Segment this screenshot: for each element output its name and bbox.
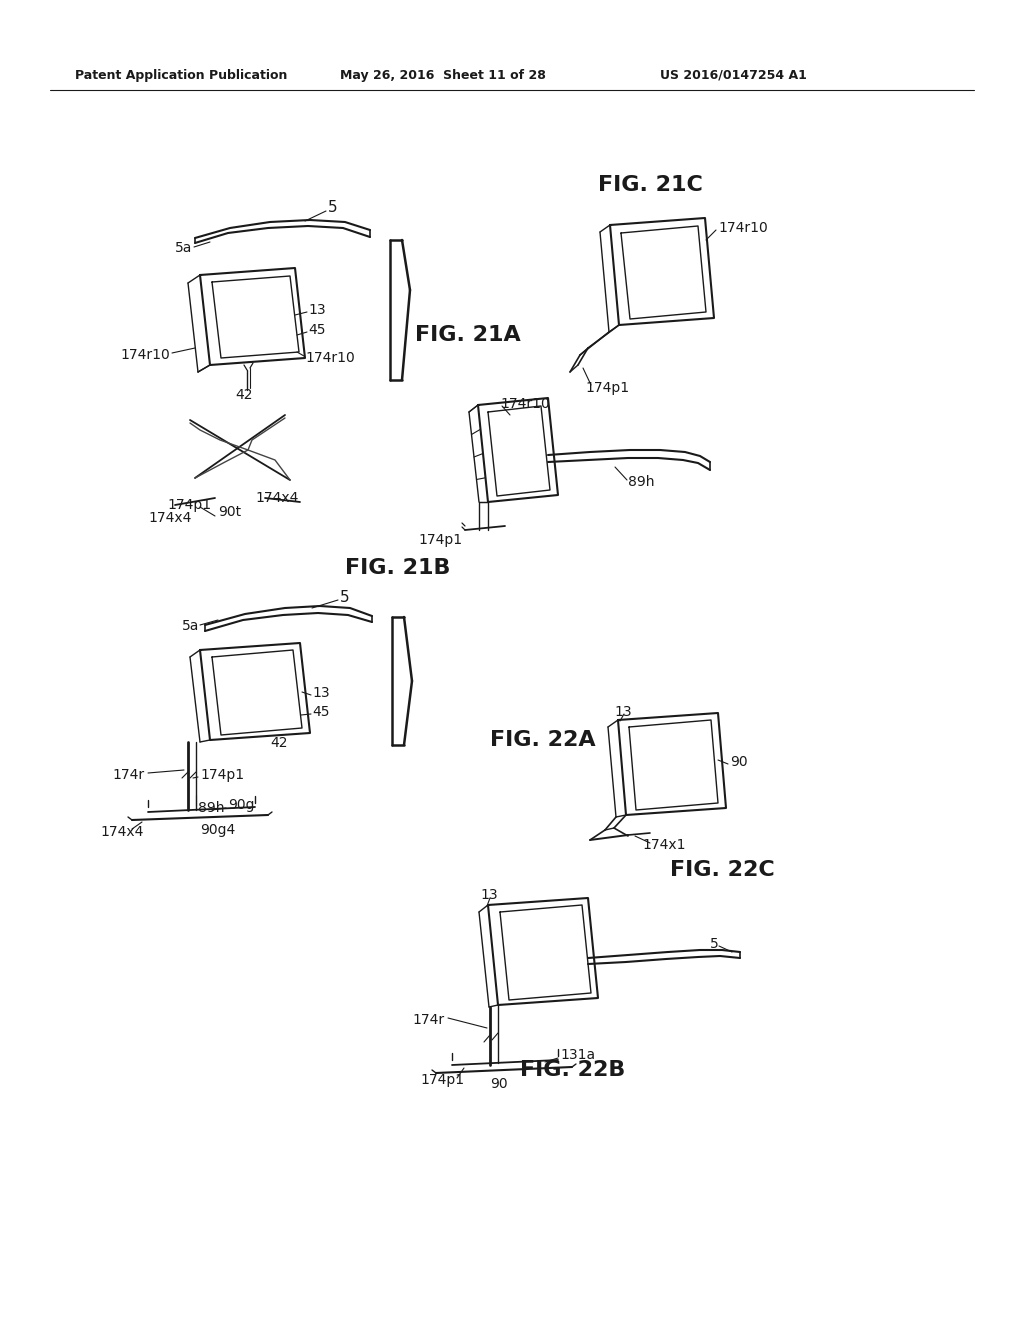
Text: 174p1: 174p1 bbox=[420, 1073, 464, 1086]
Text: 174x4: 174x4 bbox=[100, 825, 143, 840]
Text: FIG. 21B: FIG. 21B bbox=[345, 558, 451, 578]
Text: FIG. 22B: FIG. 22B bbox=[520, 1060, 626, 1080]
Text: May 26, 2016  Sheet 11 of 28: May 26, 2016 Sheet 11 of 28 bbox=[340, 69, 546, 82]
Text: 5: 5 bbox=[328, 201, 338, 215]
Text: 174p1: 174p1 bbox=[418, 533, 462, 546]
Text: 90: 90 bbox=[730, 755, 748, 770]
Text: 131a: 131a bbox=[560, 1048, 595, 1063]
Text: 45: 45 bbox=[308, 323, 326, 337]
Text: 174x4: 174x4 bbox=[148, 511, 191, 525]
Text: 5: 5 bbox=[340, 590, 349, 605]
Text: 42: 42 bbox=[270, 737, 288, 750]
Text: 90g4: 90g4 bbox=[200, 822, 236, 837]
Text: 90t: 90t bbox=[218, 506, 241, 519]
Text: 174p1: 174p1 bbox=[585, 381, 629, 395]
Text: US 2016/0147254 A1: US 2016/0147254 A1 bbox=[660, 69, 807, 82]
Text: 13: 13 bbox=[308, 304, 326, 317]
Text: 13: 13 bbox=[312, 686, 330, 700]
Text: 5a: 5a bbox=[182, 619, 200, 634]
Text: 90: 90 bbox=[490, 1077, 508, 1092]
Text: 42: 42 bbox=[234, 388, 253, 403]
Text: FIG. 22C: FIG. 22C bbox=[670, 861, 775, 880]
Text: 174r: 174r bbox=[112, 768, 144, 781]
Text: 13: 13 bbox=[614, 705, 632, 719]
Text: 5: 5 bbox=[710, 937, 719, 950]
Text: Patent Application Publication: Patent Application Publication bbox=[75, 69, 288, 82]
Text: FIG. 21C: FIG. 21C bbox=[598, 176, 702, 195]
Text: 5a: 5a bbox=[175, 242, 193, 255]
Text: 174r10: 174r10 bbox=[718, 220, 768, 235]
Text: 89h: 89h bbox=[198, 801, 224, 814]
Text: 174p1: 174p1 bbox=[200, 768, 244, 781]
Text: 174r: 174r bbox=[412, 1012, 444, 1027]
Text: 45: 45 bbox=[312, 705, 330, 719]
Text: 174p1: 174p1 bbox=[167, 498, 211, 512]
Text: 174x1: 174x1 bbox=[642, 838, 685, 851]
Text: FIG. 22A: FIG. 22A bbox=[490, 730, 596, 750]
Text: 89h: 89h bbox=[628, 475, 654, 488]
Text: 174r10: 174r10 bbox=[500, 397, 550, 411]
Text: 174r10: 174r10 bbox=[120, 348, 170, 362]
Text: 90g: 90g bbox=[228, 799, 255, 812]
Text: 13: 13 bbox=[480, 888, 498, 902]
Text: 174r10: 174r10 bbox=[305, 351, 354, 366]
Text: FIG. 21A: FIG. 21A bbox=[415, 325, 521, 345]
Text: 174x4: 174x4 bbox=[255, 491, 298, 506]
